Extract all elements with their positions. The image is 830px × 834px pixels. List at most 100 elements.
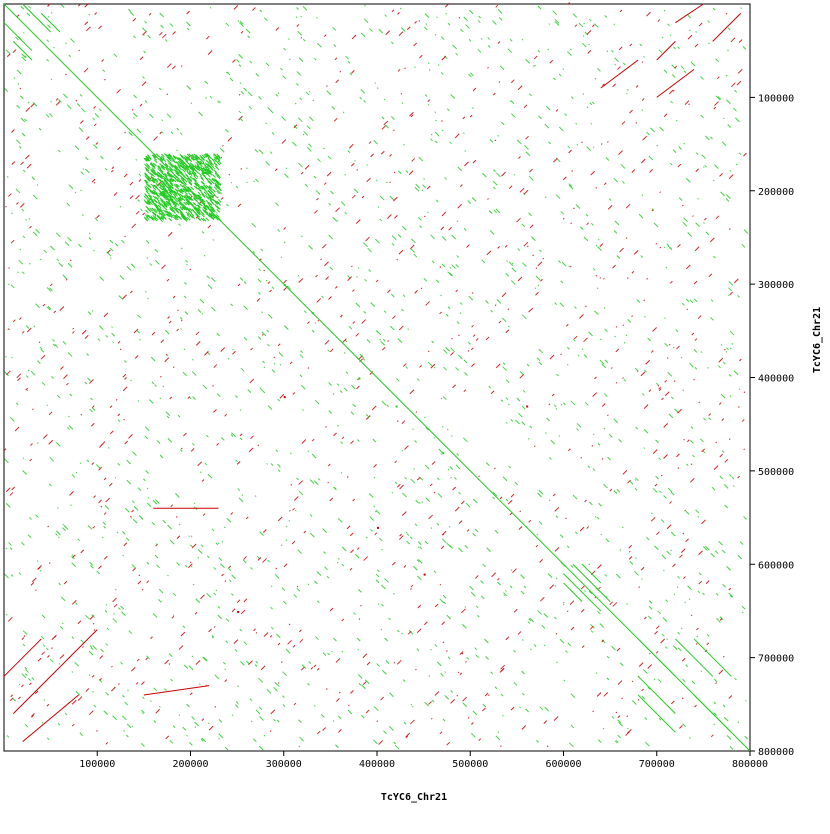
repeat-hit	[39, 346, 43, 350]
repeat-hit	[485, 336, 490, 341]
repeat-hit	[126, 734, 129, 738]
repeat-hit	[497, 9, 503, 14]
repeat-hit	[164, 162, 169, 167]
repeat-hit	[544, 706, 550, 712]
repeat-hit	[239, 20, 244, 25]
repeat-hit	[289, 452, 292, 455]
repeat-hit	[568, 184, 574, 190]
repeat-hit	[198, 111, 203, 117]
repeat-hit	[695, 152, 699, 156]
repeat-hit	[311, 329, 315, 333]
repeat-hit	[509, 100, 512, 103]
repeat-hit	[366, 339, 371, 343]
repeat-hit	[375, 179, 378, 182]
repeat-hit	[225, 22, 230, 27]
repeat-hit	[284, 325, 289, 330]
repeat-hit	[614, 57, 619, 62]
repeat-hit	[450, 476, 453, 479]
repeat-hit	[693, 349, 698, 353]
repeat-hit	[522, 262, 527, 268]
repeat-hit	[199, 471, 202, 474]
repeat-hit	[563, 679, 566, 682]
repeat-hit	[490, 390, 495, 395]
x-tick-label-2: 300000	[266, 759, 302, 770]
repeat-hit	[240, 90, 245, 95]
repeat-hit	[92, 117, 95, 121]
repeat-hit	[214, 165, 219, 169]
repeat-hit	[191, 716, 195, 720]
repeat-hit	[640, 371, 646, 377]
repeat-hit	[375, 509, 381, 515]
repeat-hit	[123, 730, 125, 732]
repeat-hit	[180, 212, 185, 216]
repeat-hit	[613, 490, 618, 495]
repeat-hit	[139, 338, 141, 341]
repeat-hit	[83, 67, 89, 73]
repeat-hit	[382, 338, 386, 342]
repeat-hit	[49, 283, 53, 287]
repeat-hit	[677, 163, 682, 168]
repeat-hit	[440, 294, 442, 297]
repeat-hit	[724, 504, 729, 509]
repeat-hit	[647, 615, 652, 620]
repeat-hit	[170, 177, 175, 182]
repeat-hit	[80, 549, 85, 554]
repeat-hit	[146, 561, 150, 565]
repeat-hit	[592, 146, 595, 149]
repeat-hit	[32, 231, 38, 237]
repeat-hit	[5, 205, 7, 208]
repeat-hit	[409, 244, 415, 250]
repeat-hit	[204, 350, 209, 356]
repeat-hit	[179, 132, 183, 136]
repeat-hit	[497, 731, 500, 733]
repeat-hit	[46, 703, 50, 707]
repeat-hit	[336, 220, 339, 222]
repeat-hit	[162, 215, 167, 220]
repeat-hit	[642, 135, 647, 141]
repeat-hit	[518, 526, 523, 530]
repeat-hit	[519, 706, 521, 709]
repeat-hit	[688, 103, 690, 106]
repeat-hit	[184, 191, 188, 195]
repeat-hit	[238, 53, 243, 59]
repeat-hit	[165, 411, 171, 417]
repeat-hit	[210, 192, 215, 197]
repeat-hit	[353, 612, 356, 615]
repeat-hit	[147, 196, 151, 201]
repeat-hit	[356, 169, 359, 171]
repeat-hit	[4, 88, 9, 92]
repeat-hit	[504, 244, 508, 248]
repeat-hit	[6, 175, 9, 178]
repeat-hit	[82, 168, 85, 170]
repeat-hit	[718, 402, 722, 405]
repeat-hit	[655, 242, 658, 245]
repeat-hit	[488, 210, 493, 214]
repeat-hit	[141, 712, 144, 715]
repeat-hit	[4, 458, 9, 464]
repeat-hit	[175, 170, 180, 175]
repeat-hit	[535, 267, 538, 270]
repeat-hit	[607, 414, 609, 417]
repeat-hit	[66, 382, 69, 386]
repeat-hit	[276, 719, 280, 723]
repeat-hit	[48, 411, 53, 416]
repeat-hit	[308, 90, 311, 93]
repeat-hit	[206, 165, 210, 170]
repeat-hit	[529, 425, 533, 429]
repeat-hit	[376, 720, 379, 722]
repeat-hit	[687, 585, 692, 591]
repeat-hit	[92, 525, 96, 529]
repeat-hit	[729, 594, 733, 598]
repeat-hit	[296, 24, 300, 27]
repeat-hit	[695, 642, 698, 645]
repeat-hit	[188, 170, 193, 175]
repeat-hit	[224, 746, 229, 751]
repeat-hit	[135, 158, 138, 161]
repeat-hit	[224, 580, 227, 583]
reverse-hits-layer	[3, 3, 742, 743]
repeat-hit	[405, 735, 409, 739]
repeat-hit	[402, 225, 407, 231]
repeat-hit	[230, 181, 233, 184]
repeat-hit	[385, 660, 390, 664]
repeat-hit	[172, 175, 177, 180]
